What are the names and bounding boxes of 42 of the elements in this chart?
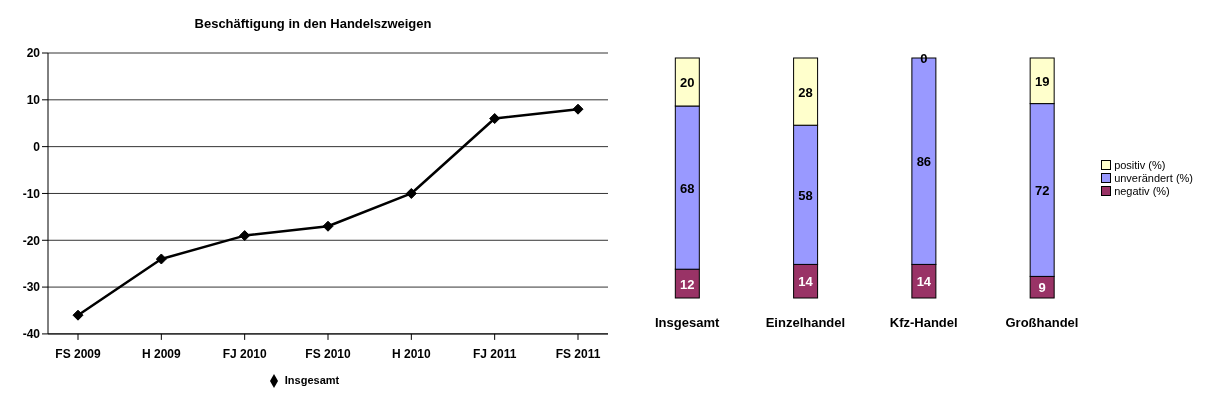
point [239, 230, 251, 242]
point [572, 103, 584, 115]
y-tick-label: -40 [22, 327, 41, 342]
data-label: 28 [798, 84, 813, 100]
data-label: 68 [680, 180, 695, 196]
point [489, 113, 501, 125]
point [155, 253, 167, 265]
x-tick-label: FS 2009 [55, 347, 101, 362]
chart-title: Beschäftigung in den Handelszweigen [193, 16, 433, 31]
x-tick-label: H 2009 [141, 347, 181, 362]
x-tick-label: FS 2010 [305, 347, 351, 362]
y-tick-label: -10 [22, 186, 41, 201]
x-tick-label: Einzelhandel [765, 315, 846, 331]
data-label: 72 [1034, 183, 1050, 198]
data-label: 12 [680, 276, 695, 292]
legend-label: negativ (%) [1113, 184, 1171, 197]
data-label: 19 [1034, 73, 1050, 89]
y-tick-label: -30 [22, 280, 41, 295]
data-label: 0 [920, 51, 928, 66]
y-tick-label: 10 [26, 93, 41, 108]
point [322, 220, 334, 232]
data-label: 9 [1038, 280, 1046, 296]
data-label: 86 [916, 154, 932, 170]
legend-label: Insgesamt [284, 373, 340, 386]
x-tick-label: Großhandel [1005, 315, 1079, 331]
x-tick-label: Insgesamt [654, 315, 720, 331]
legend-label: positiv (%) [1113, 158, 1167, 171]
x-tick-label: FJ 2011 [472, 347, 517, 362]
point [72, 309, 84, 321]
y-tick-label: 0 [33, 139, 41, 154]
data-label: 14 [916, 274, 932, 290]
data-label: 58 [798, 187, 813, 203]
data-label: 14 [798, 274, 814, 290]
x-tick-label: FS 2011 [555, 347, 601, 362]
point [405, 187, 417, 199]
x-tick-label: FJ 2010 [222, 347, 267, 362]
x-tick-label: Kfz-Handel [889, 315, 958, 331]
data-label: 20 [680, 75, 695, 90]
y-tick-label: 20 [26, 46, 41, 61]
y-tick-label: -20 [22, 233, 41, 248]
legend-label: unverändert (%) [1113, 171, 1193, 184]
x-tick-label: H 2010 [391, 347, 431, 362]
